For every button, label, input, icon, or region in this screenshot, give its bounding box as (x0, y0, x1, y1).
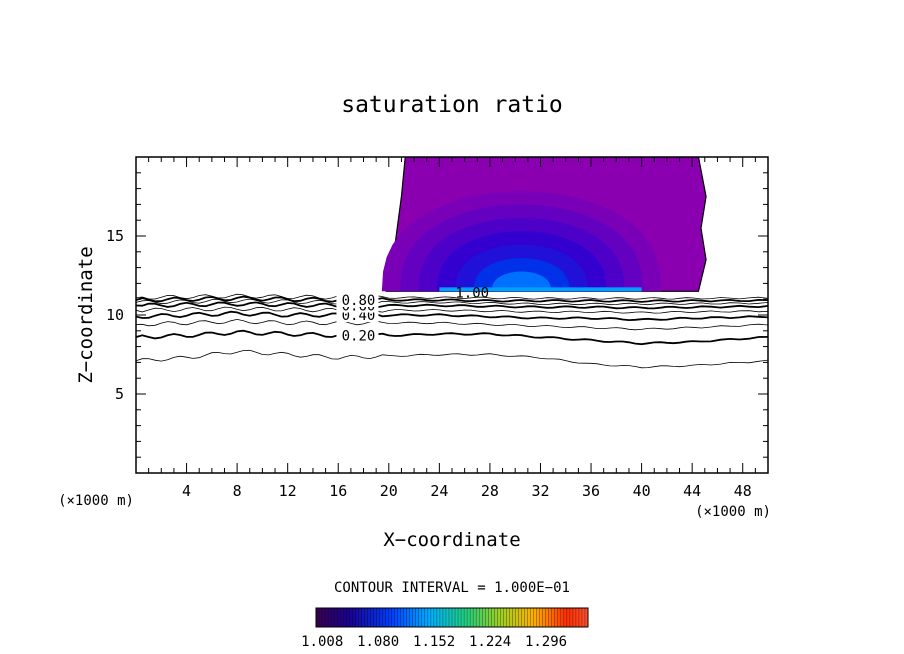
x-tick-labels: 4 8 12 16 20 24 28 32 36 40 44 48 (182, 482, 752, 500)
x-unit-label: (×1000 m) (695, 504, 771, 520)
contour-label-bg (336, 293, 379, 307)
colorbar-label: 1.296 (525, 634, 567, 650)
contour-line-0.2 (136, 329, 768, 346)
contour-lines (136, 293, 768, 369)
colorbar-label: 1.152 (413, 634, 455, 650)
chart-title: saturation ratio (341, 92, 563, 118)
axis-ticks (136, 157, 768, 473)
contour-line-0.8 (136, 295, 768, 303)
x-tick-label: 48 (734, 482, 752, 500)
contour-label-bg (336, 329, 379, 343)
contour-line-0.7 (136, 298, 768, 306)
y-unit-label: (×1000 m) (58, 493, 134, 509)
contour-line-0.1 (136, 349, 768, 369)
x-tick-label: 44 (683, 482, 701, 500)
contour-interval-text: CONTOUR INTERVAL = 1.000E−01 (334, 580, 570, 596)
x-tick-label: 4 (182, 482, 191, 500)
x-axis-label: X−coordinate (383, 529, 520, 551)
shade-band-7 (491, 271, 552, 292)
y-axis-label: Z−coordinate (75, 246, 97, 383)
y-tick-labels: 5 10 15 (106, 227, 124, 403)
colorbar-label: 1.224 (469, 634, 511, 650)
contour-line-0.9 (136, 293, 768, 300)
y-tick-label: 10 (106, 306, 124, 324)
contour-line-0.6 (136, 301, 768, 310)
contour-label-0.80: 0.80 (342, 293, 376, 309)
x-tick-label: 32 (531, 482, 549, 500)
colorbar-label: 1.080 (357, 634, 399, 650)
x-tick-label: 20 (380, 482, 398, 500)
y-tick-label: 15 (106, 227, 124, 245)
contour-line-0.5 (136, 306, 768, 314)
x-tick-label: 8 (233, 482, 242, 500)
contour-labels: 0.200.400.600.801.00 (336, 285, 489, 345)
x-tick-label: 16 (329, 482, 347, 500)
shade-base-strip (439, 287, 642, 292)
x-tick-label: 24 (430, 482, 448, 500)
contour-label-0.20: 0.20 (342, 329, 376, 345)
contour-line-0.4 (136, 310, 768, 322)
x-tick-label: 12 (279, 482, 297, 500)
x-tick-label: 40 (633, 482, 651, 500)
x-tick-label: 36 (582, 482, 600, 500)
contour-label-1.00: 1.00 (455, 285, 489, 301)
x-tick-label: 28 (481, 482, 499, 500)
colorbar-label: 1.008 (301, 634, 343, 650)
contour-line-0.3 (136, 318, 768, 331)
colorbar-ticks (315, 608, 589, 627)
colorbar-labels: 1.008 1.080 1.152 1.224 1.296 (301, 634, 567, 650)
supersaturation-shading (381, 157, 707, 292)
y-tick-label: 5 (115, 385, 124, 403)
